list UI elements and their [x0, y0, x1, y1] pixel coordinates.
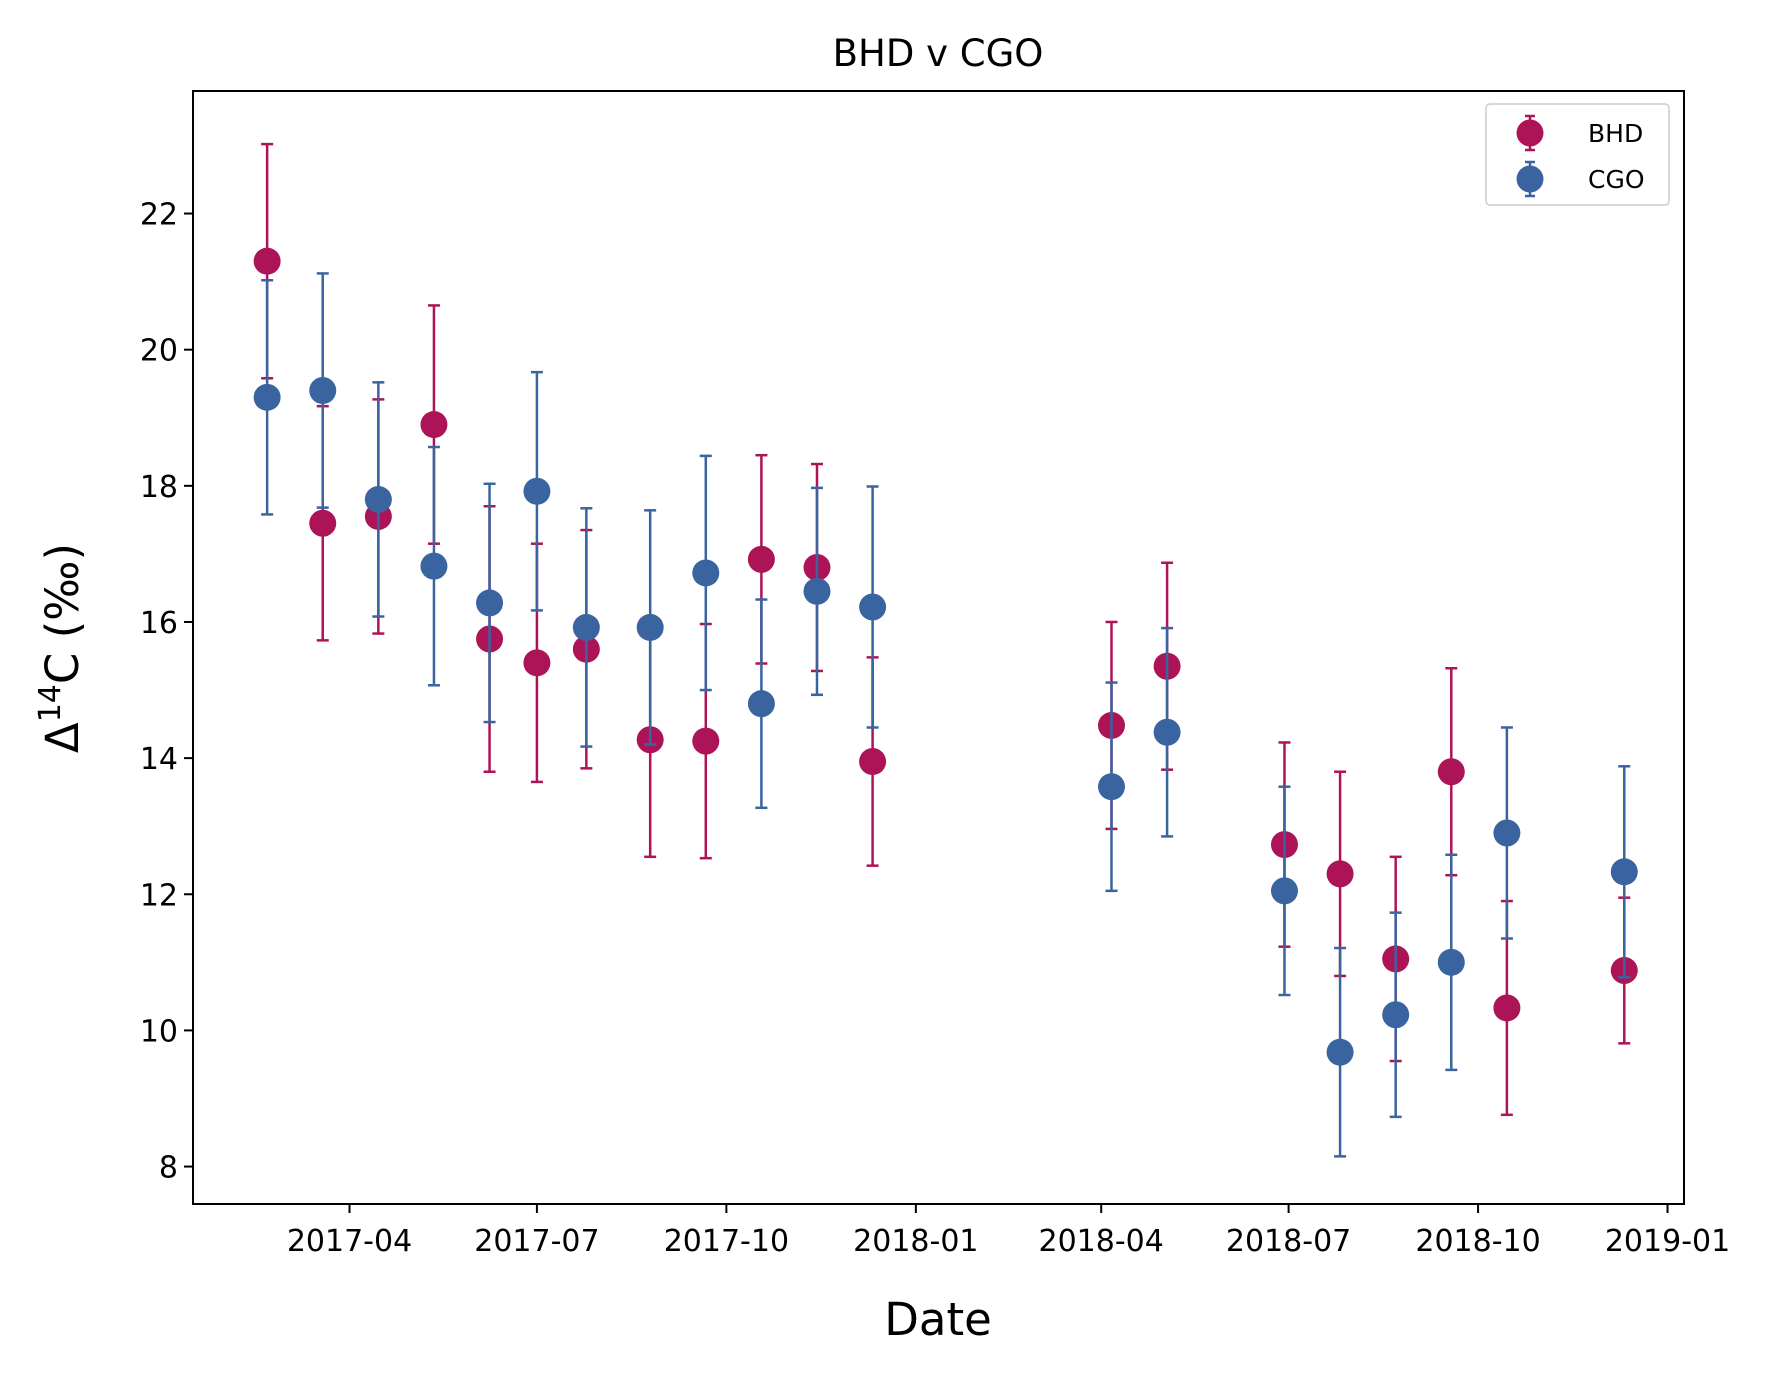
data-point — [1097, 773, 1125, 801]
series-cgo — [253, 272, 1638, 1158]
x-tick-label: 2019-01 — [1605, 1224, 1730, 1259]
data-point — [309, 377, 337, 405]
data-point — [1382, 1001, 1410, 1029]
data-point — [476, 589, 504, 617]
data-point — [253, 383, 281, 411]
data-point — [1493, 994, 1521, 1022]
x-tick-label: 2018-01 — [853, 1224, 978, 1259]
y-axis-label: Δ14C (‰) — [33, 543, 89, 753]
data-point — [1270, 877, 1298, 905]
y-tick-label: 16 — [140, 606, 178, 641]
data-point — [859, 593, 887, 621]
data-point — [692, 727, 720, 755]
plot-frame — [192, 90, 1685, 1205]
data-point — [364, 485, 392, 513]
x-axis-label: Date — [884, 1293, 992, 1346]
legend: BHD CGO — [1485, 103, 1670, 206]
y-axis-label-rest: C (‰) — [36, 543, 89, 684]
data-point — [1153, 718, 1181, 746]
x-tick-label: 2018-10 — [1415, 1224, 1540, 1259]
y-axis: 8 10 12 14 16 18 20 22 — [140, 198, 193, 1186]
legend-label: CGO — [1588, 165, 1645, 194]
data-point — [747, 690, 775, 718]
legend-label: BHD — [1588, 119, 1643, 148]
y-tick-label: 8 — [159, 1151, 178, 1186]
data-point — [309, 509, 337, 537]
y-tick-label: 12 — [140, 878, 178, 913]
y-axis-label-superscript: 14 — [33, 684, 68, 722]
y-tick-label: 22 — [140, 198, 178, 233]
data-point — [1437, 758, 1465, 786]
data-point — [803, 577, 831, 605]
data-point — [1437, 948, 1465, 976]
data-point — [1326, 1038, 1354, 1066]
plot-marks — [253, 142, 1638, 1158]
data-point — [1493, 819, 1521, 847]
data-point — [420, 411, 448, 439]
data-point — [1326, 860, 1354, 888]
data-point — [692, 559, 720, 587]
y-tick-label: 10 — [140, 1014, 178, 1049]
x-tick-label: 2017-07 — [474, 1224, 599, 1259]
x-tick-label: 2018-04 — [1039, 1224, 1164, 1259]
data-point — [747, 545, 775, 573]
data-point — [420, 552, 448, 580]
data-point — [253, 247, 281, 275]
y-tick-label: 14 — [140, 742, 178, 777]
legend-marker — [1516, 165, 1544, 193]
y-axis-label-delta: Δ — [36, 722, 89, 753]
data-point — [1610, 858, 1638, 886]
data-point — [636, 613, 664, 641]
y-tick-label: 20 — [140, 334, 178, 369]
legend-marker — [1516, 119, 1544, 147]
x-tick-label: 2017-04 — [287, 1224, 412, 1259]
x-tick-label: 2017-10 — [664, 1224, 789, 1259]
y-tick-label: 18 — [140, 470, 178, 505]
data-point — [523, 477, 551, 505]
chart-title: BHD v CGO — [833, 32, 1044, 75]
data-point — [859, 748, 887, 776]
x-axis: 2017-04 2017-07 2017-10 2018-01 2018-04 2018-… — [287, 1204, 1730, 1259]
data-point — [523, 649, 551, 677]
x-tick-label: 2018-07 — [1226, 1224, 1351, 1259]
data-point — [572, 613, 600, 641]
